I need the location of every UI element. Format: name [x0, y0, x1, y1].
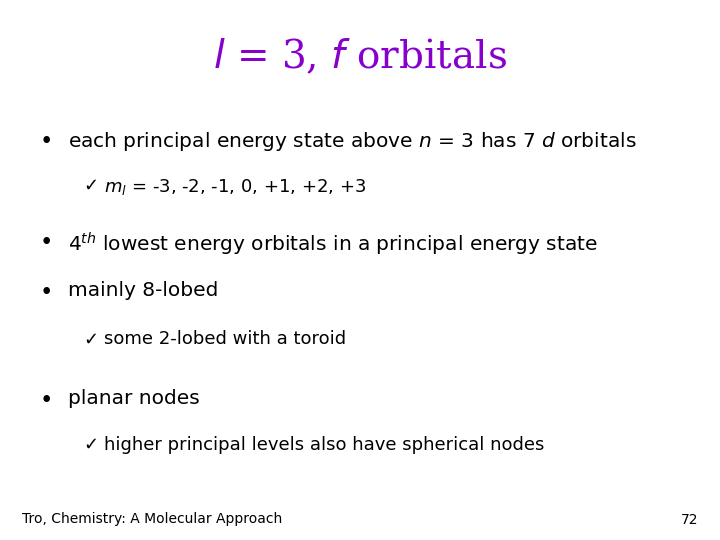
- Text: $\mathit{m_l}$ = -3, -2, -1, 0, +1, +2, +3: $\mathit{m_l}$ = -3, -2, -1, 0, +1, +2, …: [104, 177, 366, 197]
- Text: some 2-lobed with a toroid: some 2-lobed with a toroid: [104, 330, 346, 348]
- Text: ✓: ✓: [83, 436, 98, 454]
- Text: ✓: ✓: [83, 330, 98, 348]
- Text: mainly 8-lobed: mainly 8-lobed: [68, 281, 219, 300]
- Text: each principal energy state above $\mathit{n}$ = 3 has 7 $\mathit{d}$ orbitals: each principal energy state above $\math…: [68, 130, 637, 153]
- Text: ✓: ✓: [83, 177, 98, 195]
- Text: 72: 72: [681, 512, 698, 526]
- Text: •: •: [40, 281, 53, 304]
- Text: •: •: [40, 231, 53, 254]
- Text: higher principal levels also have spherical nodes: higher principal levels also have spheri…: [104, 436, 545, 454]
- Text: Tro, Chemistry: A Molecular Approach: Tro, Chemistry: A Molecular Approach: [22, 512, 282, 526]
- Text: 4$^{th}$ lowest energy orbitals in a principal energy state: 4$^{th}$ lowest energy orbitals in a pri…: [68, 231, 598, 258]
- Text: •: •: [40, 389, 53, 412]
- Text: •: •: [40, 130, 53, 153]
- Text: planar nodes: planar nodes: [68, 389, 200, 408]
- Text: $\mathit{l}$ = 3, $\mathit{f}$ orbitals: $\mathit{l}$ = 3, $\mathit{f}$ orbitals: [213, 37, 507, 77]
